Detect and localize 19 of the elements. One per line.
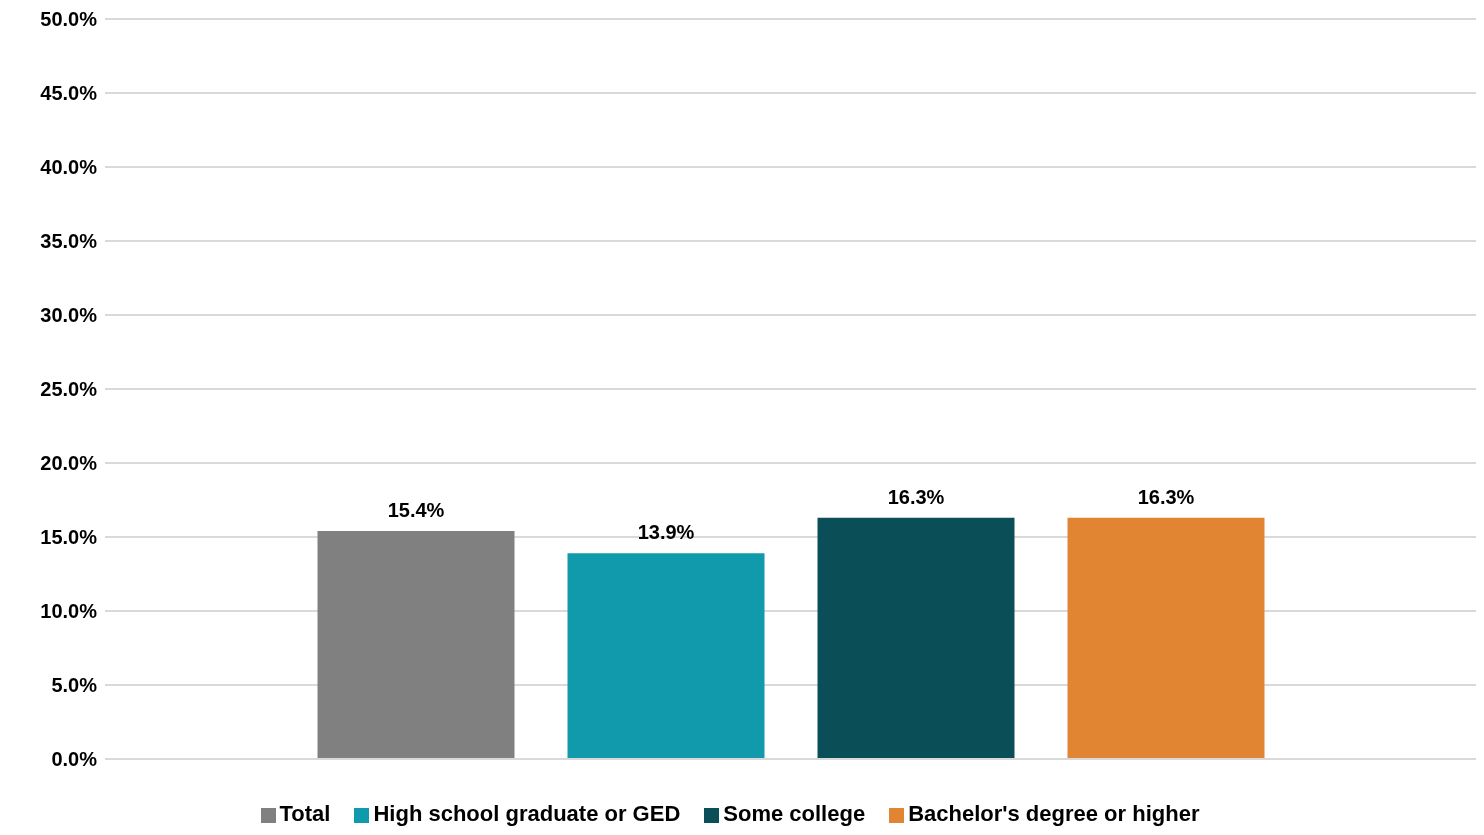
legend-label: High school graduate or GED [373, 801, 681, 826]
data-label: 16.3% [887, 485, 945, 508]
y-tick-label: 0.0% [51, 748, 98, 771]
legend-label: Total [279, 801, 331, 826]
y-tick-label: 20.0% [40, 452, 98, 475]
legend-label: Some college [723, 801, 866, 826]
y-tick-label: 15.0% [40, 526, 98, 549]
legend-label: Bachelor's degree or higher [908, 801, 1200, 826]
y-tick-label: 40.0% [40, 156, 98, 179]
y-tick-label: 10.0% [40, 600, 98, 623]
y-tick-label: 30.0% [40, 304, 98, 327]
y-tick-label: 35.0% [40, 230, 98, 253]
y-tick-label: 45.0% [40, 82, 98, 105]
data-label: 16.3% [1137, 485, 1195, 508]
data-label: 15.4% [387, 499, 445, 522]
y-tick-label: 50.0% [40, 8, 98, 31]
y-tick-label: 25.0% [40, 378, 98, 401]
data-label: 13.9% [637, 521, 695, 544]
y-tick-label: 5.0% [51, 674, 98, 697]
